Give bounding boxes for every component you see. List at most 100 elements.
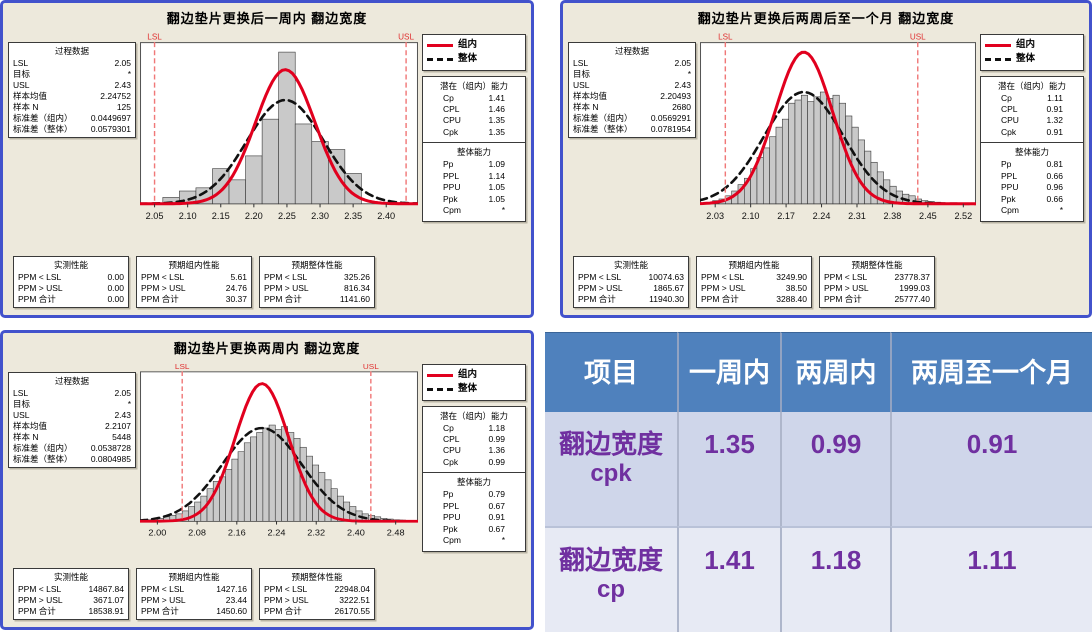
histogram-plot: LSL USL 2.03 2.10 2.17 2.24 2.31 2.38 2.45 2.52 xyxy=(700,33,976,221)
process-data-box-row: 样本 N 125 xyxy=(13,102,131,113)
stat-label: 目标 xyxy=(573,69,591,80)
stat-label: 目标 xyxy=(13,399,31,410)
cpk-cp-summary-table: 项目 一周内 两周内 两周至一个月 翻边宽度 cpk 1.35 0.99 0.91 翻边宽度 cp 1… xyxy=(545,332,1092,632)
x-tick-label: 2.00 xyxy=(148,528,166,538)
expected-within-performance-box: 预期组内性能 PPM < LSL 5.61 PPM > USL 24.76 PPM 合计 3… xyxy=(136,255,252,308)
process-data-column: 过程数据 LSL 2.05 目标 * USL 2.43 样本均值 2.2107 样本 N 5448 标… xyxy=(8,358,136,469)
within-curve xyxy=(140,382,418,523)
histogram-bar xyxy=(268,424,276,522)
capability-row: Cpk 1.35 xyxy=(427,127,521,138)
chart-title: 翻边垫片更换后一周内 翻边宽度 xyxy=(166,11,368,26)
capability-row: Cpm * xyxy=(427,535,521,546)
index-label: CPU xyxy=(1001,115,1019,126)
stat-label: PPM > USL xyxy=(264,594,309,605)
stat-label: 样本均值 xyxy=(13,421,48,432)
process-data-box-row: 样本均值 2.24752 xyxy=(13,91,131,102)
stat-label: PPM > USL xyxy=(141,282,186,293)
stat-label: PPM < LSL xyxy=(264,583,308,594)
x-tick-label: 2.17 xyxy=(777,211,795,221)
legend-label: 组内 xyxy=(458,39,478,50)
expected-overall-performance-box: 预期整体性能 PPM < LSL 22948.04 PPM > USL 3222.51 P… xyxy=(259,567,375,620)
expected-within-performance-box-row: PPM 合计 3288.40 xyxy=(701,294,807,305)
process-data-box-row: 目标 * xyxy=(13,399,131,410)
expected-within-performance-box: 预期组内性能 PPM < LSL 1427.16 PPM > USL 23.44 PPM … xyxy=(136,567,252,620)
stat-value: 0.00 xyxy=(107,282,124,293)
legend-item: 整体 xyxy=(985,52,1079,66)
overall-capability-section: 整体能力 Pp 1.09 PPL 1.14 PPU 1.05 Ppk 1.05 Cpm * xyxy=(423,142,525,220)
stat-value: 11940.30 xyxy=(649,293,684,304)
within-capability-section: 潜在（组内）能力 Cp 1.11 CPL 0.91 CPU 1.32 Cpk 0.91 xyxy=(981,77,1083,143)
capability-row: Cpk 0.99 xyxy=(427,457,521,468)
index-value: 1.32 xyxy=(1046,115,1063,126)
legend-item: 组内 xyxy=(427,38,521,52)
capability-row: Pp 1.09 xyxy=(427,159,521,170)
index-label: CPU xyxy=(443,445,461,456)
expected-within-performance-box-row: PPM < LSL 3249.90 xyxy=(701,272,807,283)
chart-middle-area: 过程数据 LSL 2.05 目标 * USL 2.43 样本均值 2.24752 样本 N 125 标… xyxy=(3,28,531,253)
stat-label: 标准差（整体） xyxy=(573,124,633,135)
index-value: * xyxy=(1059,205,1063,216)
stat-value: 2.43 xyxy=(114,80,131,91)
index-label: PPU xyxy=(443,512,461,523)
process-data-box-row: USL 2.43 xyxy=(573,80,691,91)
stat-value: 14867.84 xyxy=(88,583,124,594)
index-label: Cpk xyxy=(443,126,459,137)
process-data-box-row: 样本均值 2.20493 xyxy=(573,91,691,102)
stat-label: 样本均值 xyxy=(573,91,608,102)
histogram-bar xyxy=(237,451,245,522)
capability-chart-1: 翻边垫片更换后一周内 翻边宽度过程数据 LSL 2.05 目标 * USL 2.43 样本均值… xyxy=(0,0,534,318)
stat-label: PPM > USL xyxy=(701,282,746,293)
index-value: 1.35 xyxy=(488,126,505,137)
stat-value: 3671.07 xyxy=(93,594,124,605)
index-label: Cpm xyxy=(443,535,461,546)
plot-column: LSL USL 2.03 2.10 2.17 2.24 2.31 2.38 2.45 2.52 xyxy=(700,28,976,224)
capability-row: PPU 0.91 xyxy=(427,512,521,523)
stat-label: PPM > USL xyxy=(824,282,869,293)
stat-value: 3288.40 xyxy=(776,293,807,304)
capability-row: PPL 0.66 xyxy=(985,171,1079,182)
observed-performance-box-title: 实测性能 xyxy=(53,571,88,582)
metric-name: 翻边宽度 xyxy=(558,545,663,575)
usl-label: USL xyxy=(910,33,926,42)
process-data-box: 过程数据 LSL 2.05 目标 * USL 2.43 样本均值 2.24752 样本 N 125 标… xyxy=(8,42,136,139)
stat-value: 0.0569291 xyxy=(650,113,691,124)
table-header-row: 项目 一周内 两周内 两周至一个月 xyxy=(545,332,1092,412)
plot-column: LSL USL 2.05 2.10 2.15 2.20 2.25 2.30 2.35 2.40 xyxy=(140,28,418,224)
histogram-bar xyxy=(788,102,796,205)
stat-label: PPM 合计 xyxy=(264,293,302,304)
histogram-bar xyxy=(261,118,279,205)
overall-curve xyxy=(140,426,418,523)
stat-value: 2.20493 xyxy=(660,91,691,102)
stat-value: 24.76 xyxy=(225,282,247,293)
expected-overall-performance-box-row: PPM < LSL 325.26 xyxy=(264,272,370,283)
metric-name: 翻边宽度 xyxy=(558,429,663,459)
stat-value: 2.43 xyxy=(674,80,691,91)
overall-capability-title: 整体能力 xyxy=(456,477,491,488)
value-cell: 0.91 xyxy=(890,412,1092,526)
expected-within-performance-box-title: 预期组内性能 xyxy=(168,259,220,270)
stat-label: PPM 合计 xyxy=(18,293,56,304)
process-data-box-row: 目标 * xyxy=(573,69,691,80)
usl-label: USL xyxy=(363,362,380,371)
capability-box: 潜在（组内）能力 Cp 1.18 CPL 0.99 CPU 1.36 Cpk 0.99 整体能力 P… xyxy=(422,405,526,552)
process-data-box-row: LSL 2.05 xyxy=(13,58,131,69)
legend-item: 整体 xyxy=(427,382,521,396)
stat-value: * xyxy=(127,399,131,410)
index-label: Cp xyxy=(443,92,454,103)
expected-within-performance-box: 预期组内性能 PPM < LSL 3249.90 PPM > USL 38.50 PPM … xyxy=(696,255,812,308)
overall-dashed-line-icon xyxy=(427,57,453,61)
x-tick-label: 2.40 xyxy=(347,528,365,538)
index-label: Cpm xyxy=(1001,205,1019,216)
observed-performance-box: 实测性能 PPM < LSL 14867.84 PPM > USL 3671.07 PPM… xyxy=(13,567,129,620)
overall-capability-section: 整体能力 Pp 0.79 PPL 0.67 PPU 0.91 Ppk 0.67 Cpm * xyxy=(423,472,525,550)
index-label: CPL xyxy=(443,103,460,114)
capability-row: Ppk 1.05 xyxy=(427,194,521,205)
stat-value: 30.37 xyxy=(225,293,247,304)
x-tick-label: 2.45 xyxy=(919,211,937,221)
process-data-box-row: 样本 N 5448 xyxy=(13,432,131,443)
observed-performance-box-row: PPM < LSL 0.00 xyxy=(18,272,124,283)
index-label: Cp xyxy=(443,422,454,433)
stat-value: 5.61 xyxy=(230,271,247,282)
process-data-box-row: USL 2.43 xyxy=(13,410,131,421)
stat-label: PPM 合计 xyxy=(18,605,56,616)
